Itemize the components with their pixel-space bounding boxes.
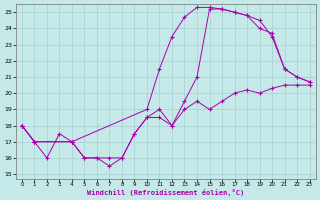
X-axis label: Windchill (Refroidissement éolien,°C): Windchill (Refroidissement éolien,°C) xyxy=(87,189,244,196)
